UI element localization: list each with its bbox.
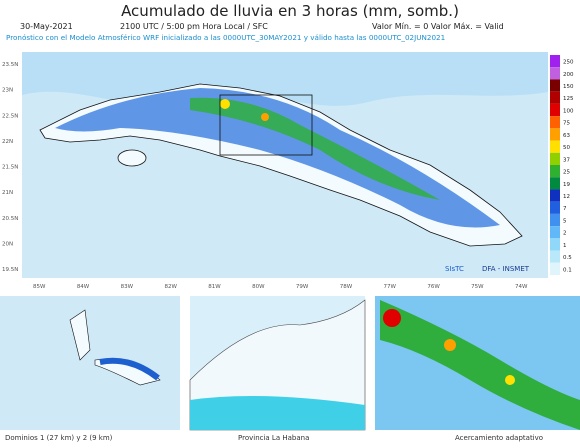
scale-label: 25 xyxy=(563,170,570,176)
scale-label: 0.5 xyxy=(563,255,572,261)
lat-label: 20.5N xyxy=(2,216,18,222)
scale-swatch xyxy=(550,177,560,190)
lat-label: 22N xyxy=(2,139,13,145)
scale-swatch xyxy=(550,238,560,251)
scale-swatch xyxy=(550,91,560,104)
scale-label: 1 xyxy=(563,243,567,249)
panel-1-rain xyxy=(99,357,160,381)
lat-label: 19.5N xyxy=(2,267,18,273)
lon-label: 81W xyxy=(208,284,221,290)
scale-label: 200 xyxy=(563,72,574,78)
scale-swatch xyxy=(550,226,560,239)
time: 2100 UTC / 5:00 pm Hora Local / SFC xyxy=(120,22,268,31)
lat-label: 21.5N xyxy=(2,165,18,171)
lon-label: 79W xyxy=(296,284,309,290)
lat-label: 20N xyxy=(2,241,13,247)
scale-label: 12 xyxy=(563,194,570,200)
scale-swatch xyxy=(550,67,560,80)
lat-label: 23N xyxy=(2,88,13,94)
panel-caption: Provincia La Habana xyxy=(238,434,309,442)
panel-1 xyxy=(0,296,180,430)
rain-core xyxy=(190,97,440,200)
panel-2-rain xyxy=(190,396,365,430)
panel-3-rain xyxy=(380,300,580,430)
lat-label: 22.5N xyxy=(2,113,18,119)
lon-label: 74W xyxy=(515,284,528,290)
scale-swatch xyxy=(550,55,560,68)
lon-label: 85W xyxy=(33,284,46,290)
range: Valor Mín. = 0 Valor Máx. = Valid xyxy=(372,22,504,31)
scale-label: 250 xyxy=(563,60,574,66)
scale-swatch xyxy=(550,128,560,141)
scale-label: 75 xyxy=(563,121,570,127)
rain-peak xyxy=(383,309,401,327)
lon-label: 77W xyxy=(384,284,397,290)
lon-label: 82W xyxy=(164,284,177,290)
scale-label: 63 xyxy=(563,133,570,139)
date: 30-May-2021 xyxy=(20,22,73,31)
rain-peak xyxy=(261,113,269,121)
rain-peak xyxy=(220,99,230,109)
scale-swatch xyxy=(550,213,560,227)
zoom-box xyxy=(219,94,313,156)
scale-label: 50 xyxy=(563,145,570,151)
credit: DFA - INSMET xyxy=(482,265,530,273)
rain-band xyxy=(55,88,500,228)
scale-label: 2 xyxy=(563,231,567,237)
scale-swatch xyxy=(550,262,560,275)
lat-label: 21N xyxy=(2,190,13,196)
scale-swatch xyxy=(550,165,560,178)
scale-swatch xyxy=(550,250,560,263)
lon-label: 80W xyxy=(252,284,265,290)
scale-label: 100 xyxy=(563,108,574,114)
panel-caption: Dominios 1 (27 km) y 2 (9 km) xyxy=(5,434,113,442)
scale-label: 19 xyxy=(563,182,570,188)
forecast: Pronóstico con el Modelo Atmosférico WRF… xyxy=(6,33,446,42)
lon-label: 84W xyxy=(77,284,90,290)
scale-swatch xyxy=(550,140,560,153)
scale-swatch xyxy=(550,79,560,92)
isla-juventud xyxy=(117,149,147,167)
scale-swatch xyxy=(550,152,560,165)
scale-swatch xyxy=(550,189,560,202)
scale-label: 37 xyxy=(563,157,570,163)
lon-label: 78W xyxy=(340,284,353,290)
title: Acumulado de lluvia en 3 horas (mm, somb… xyxy=(121,2,459,20)
scale-label: 5 xyxy=(563,218,567,224)
scale-swatch xyxy=(550,201,560,214)
scale-swatch xyxy=(550,103,560,117)
lat-label: 23.5N xyxy=(2,62,18,68)
rain-peak xyxy=(505,375,515,385)
scale-label: 150 xyxy=(563,84,574,90)
panel-caption: Acercamiento adaptativo xyxy=(455,434,543,442)
lon-label: 76W xyxy=(427,284,440,290)
lon-label: 75W xyxy=(471,284,484,290)
scale-label: 125 xyxy=(563,96,574,102)
rain-peak xyxy=(444,339,456,351)
scale-swatch xyxy=(550,116,560,129)
scale-label: 0.1 xyxy=(563,267,572,273)
credit: SIsTC xyxy=(445,265,464,273)
scale-label: 7 xyxy=(563,206,567,212)
lon-label: 83W xyxy=(121,284,134,290)
